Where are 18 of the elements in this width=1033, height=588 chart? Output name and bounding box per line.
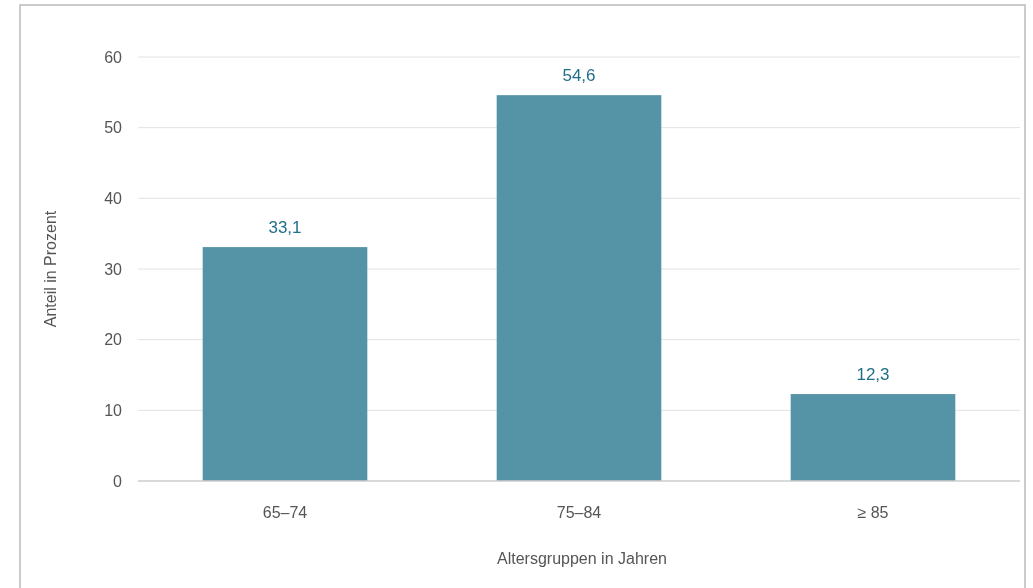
data-label: 54,6	[562, 66, 596, 86]
bar	[202, 247, 368, 481]
x-tick-label: ≥ 85	[857, 504, 889, 521]
x-tick-label: 75–84	[556, 504, 602, 521]
y-tick-label: 50	[104, 119, 123, 137]
y-tick-label: 10	[104, 401, 123, 419]
bar	[496, 95, 662, 481]
x-axis-title: Altersgruppen in Jahren	[497, 550, 667, 567]
y-tick-label: 30	[104, 260, 123, 278]
y-axis-title: Anteil in Prozent	[42, 210, 59, 328]
y-tick-label: 0	[113, 472, 123, 490]
x-tick-label: 65–74	[262, 504, 308, 521]
y-tick-label: 20	[104, 331, 123, 349]
data-label: 33,1	[268, 218, 302, 238]
bar	[790, 394, 956, 481]
data-label: 12,3	[856, 365, 890, 385]
y-tick-label: 60	[104, 48, 123, 66]
y-tick-label: 40	[104, 189, 123, 207]
